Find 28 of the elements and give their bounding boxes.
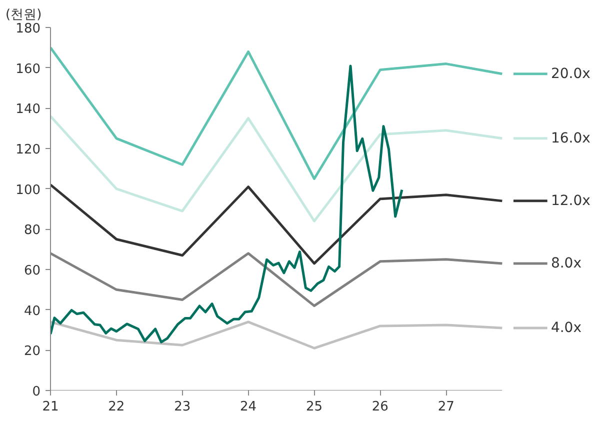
y-tick-label: 120 <box>16 142 41 158</box>
y-tick-label: 20 <box>24 344 41 360</box>
x-tick-label: 24 <box>240 400 257 414</box>
legend-label: 16.0x <box>550 130 590 146</box>
line-series <box>50 114 504 222</box>
legend-label: 20.0x <box>550 66 590 82</box>
y-tick-label: 60 <box>24 264 41 278</box>
y-tick-label: 140 <box>16 102 41 118</box>
y-tick-label: 100 <box>16 182 41 198</box>
x-tick-label: 21 <box>42 400 59 414</box>
line-series <box>50 64 404 344</box>
y-tick-label: 180 <box>16 22 41 36</box>
y-tick-label: 80 <box>24 223 41 238</box>
x-tick-label: 27 <box>438 400 454 414</box>
x-tick-label: 23 <box>174 400 191 414</box>
y-tick-label: 0 <box>32 384 41 400</box>
legend-label: 12.0x <box>550 192 590 209</box>
legend-label: 4.0x <box>550 320 582 336</box>
x-tick-label: 22 <box>108 400 125 414</box>
line-series <box>50 320 504 350</box>
x-tick-label: 25 <box>306 400 323 414</box>
line-series <box>50 184 504 265</box>
y-tick-label: 160 <box>16 62 41 77</box>
x-tick-label: 26 <box>372 400 388 414</box>
legend-label: 8.0x <box>550 255 582 272</box>
y-tick-label: 40 <box>24 304 41 319</box>
line-series <box>50 46 504 180</box>
y-axis-title: (천원) <box>6 8 42 22</box>
